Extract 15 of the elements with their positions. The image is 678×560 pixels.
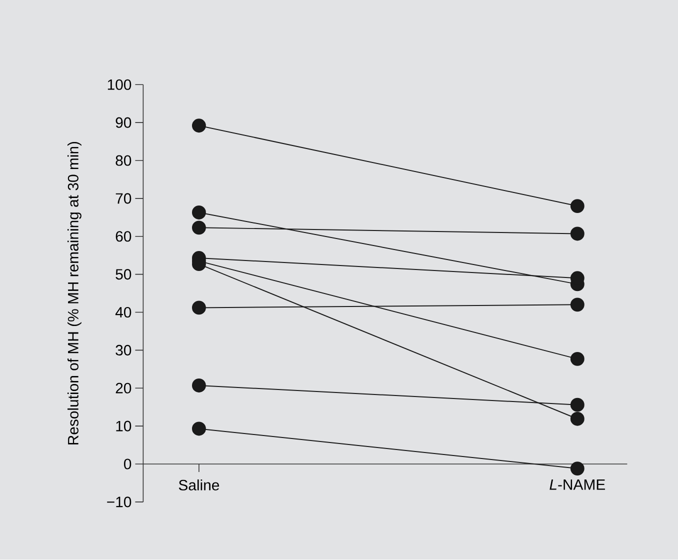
x-tick-label: L-NAME (550, 480, 605, 490)
y-tick-label: 30 (116, 345, 132, 356)
y-tick-label: 0 (124, 458, 132, 470)
y-axis-title: Resolution of MH (% MH remaining at 30 min) (67, 142, 82, 445)
y-tick-label: 40 (115, 307, 132, 318)
y-tick-label: 100 (108, 80, 132, 90)
y-tick-label: 50 (116, 269, 132, 280)
y-tick-label: 10 (116, 420, 132, 432)
y-tick-label: 20 (116, 382, 132, 394)
y-tick-label: 70 (116, 193, 132, 204)
y-tick-label: 90 (116, 117, 132, 128)
y-tick-label: 60 (116, 231, 132, 242)
y-tick-label: 80 (116, 155, 132, 166)
y-tick-label: −10 (107, 496, 132, 508)
x-tick-label: Saline (178, 480, 220, 491)
